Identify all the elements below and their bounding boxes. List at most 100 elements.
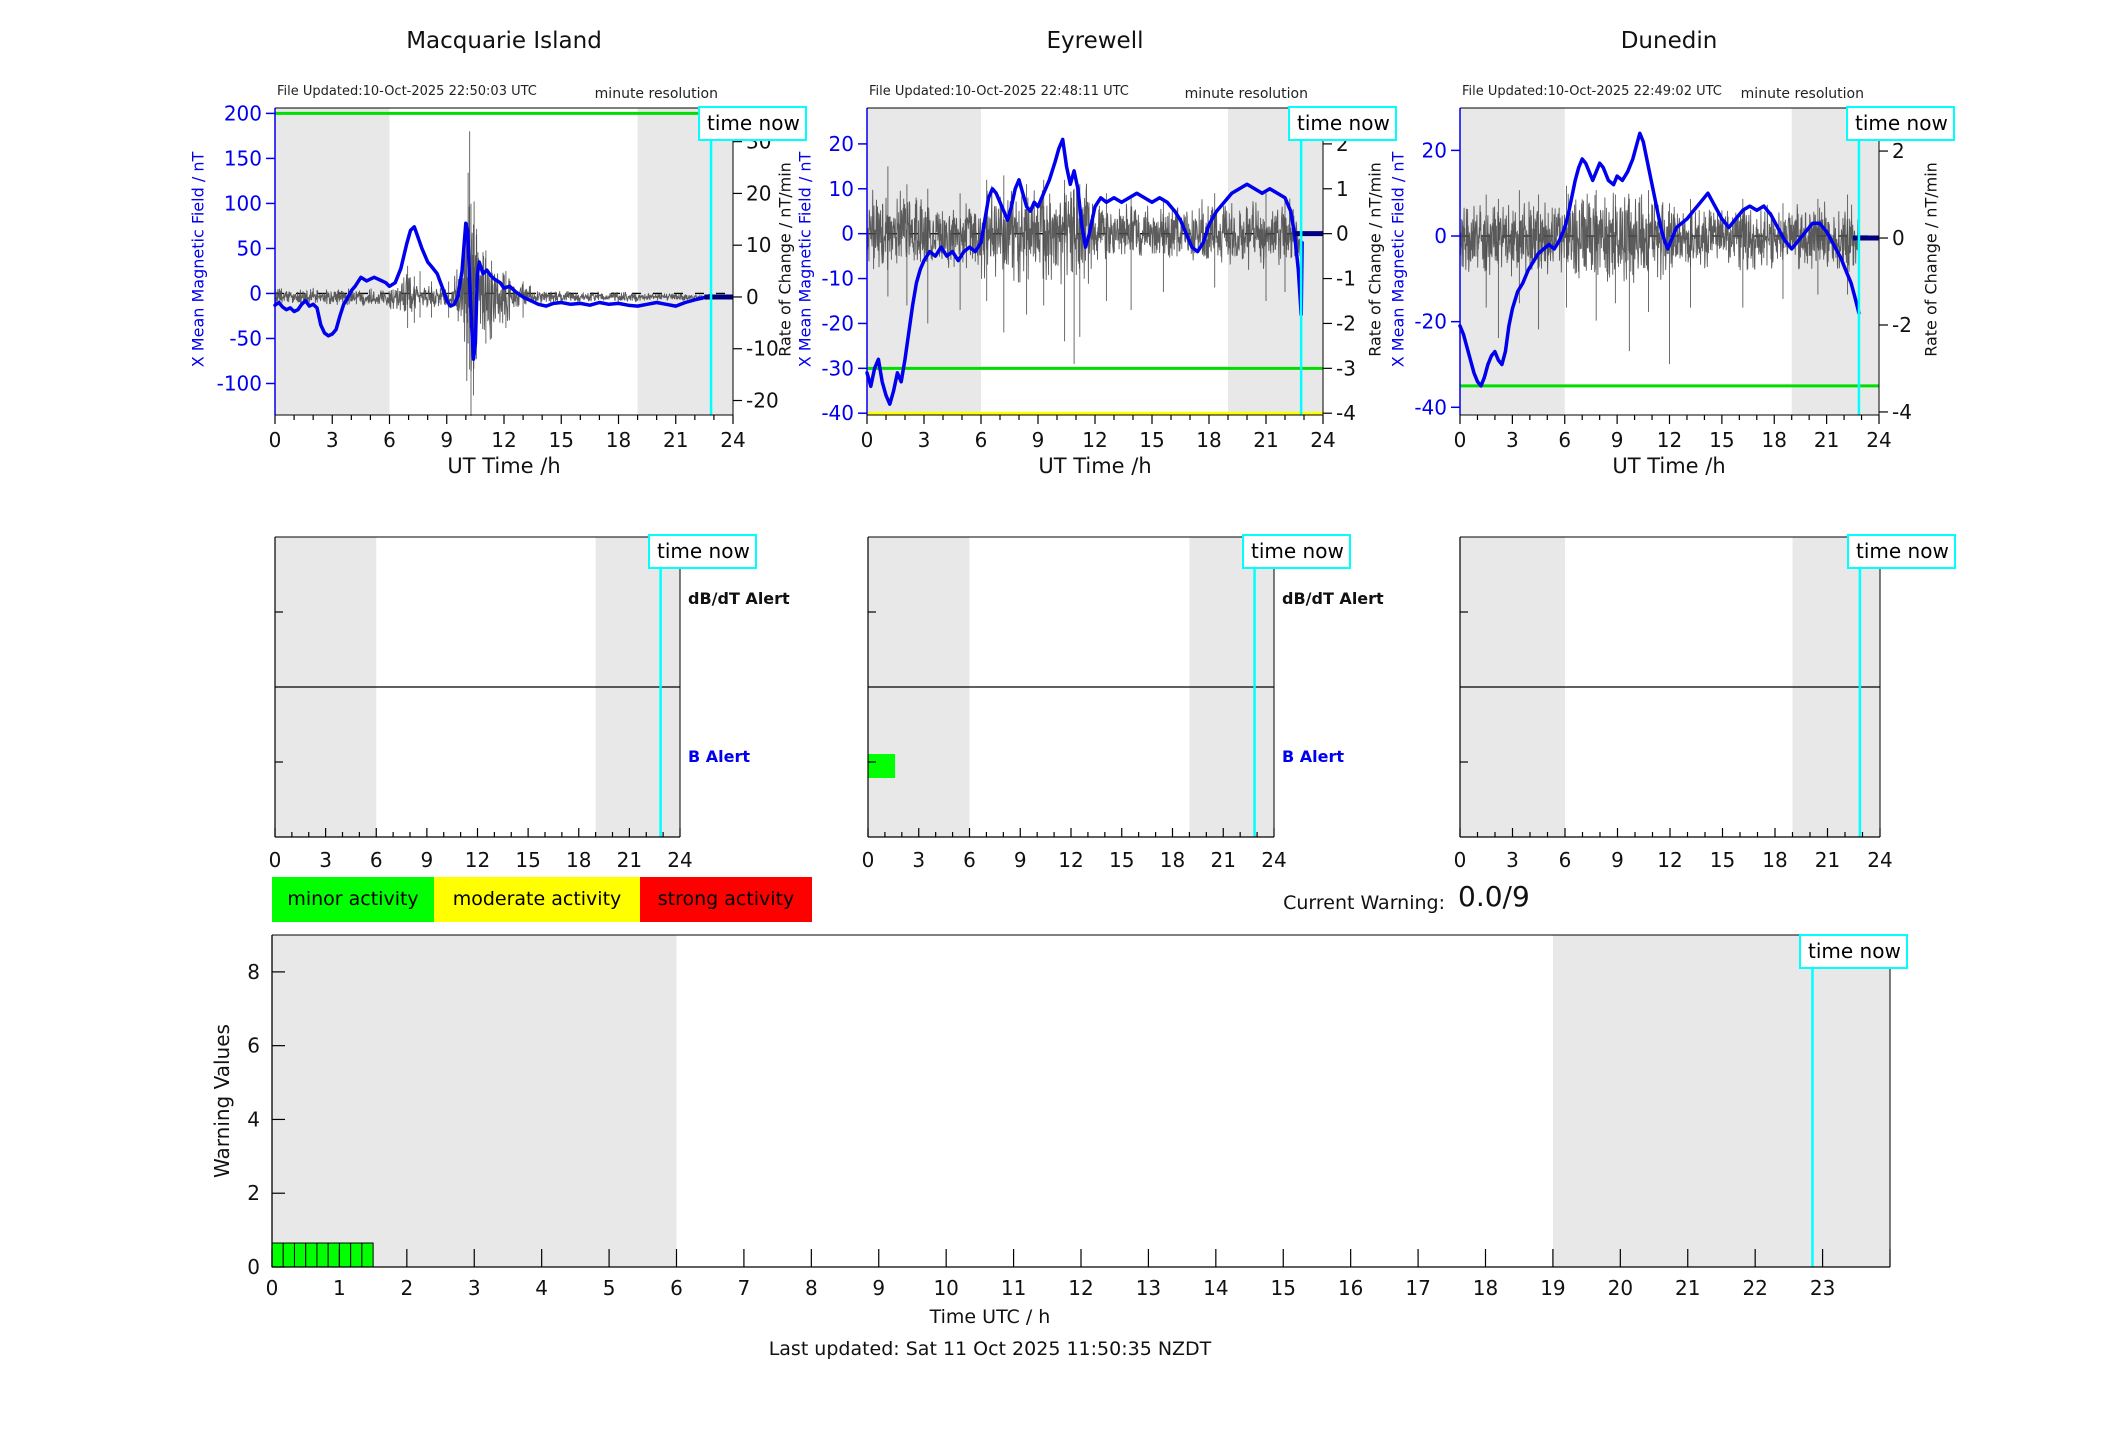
svg-text:6: 6 — [963, 848, 976, 872]
svg-text:12: 12 — [491, 428, 516, 452]
svg-text:12: 12 — [1082, 428, 1107, 452]
svg-text:6: 6 — [670, 1276, 683, 1300]
svg-text:200: 200 — [224, 101, 262, 125]
svg-text:15: 15 — [1109, 848, 1134, 872]
svg-text:4: 4 — [535, 1276, 548, 1300]
svg-text:20: 20 — [1422, 138, 1447, 162]
svg-text:16: 16 — [1338, 1276, 1363, 1300]
left-y-axis-label: X Mean Magnetic Field / nT — [1388, 151, 1408, 368]
svg-text:-2: -2 — [1892, 313, 1912, 337]
minute-resolution-label: minute resolution — [594, 86, 718, 102]
svg-text:7: 7 — [738, 1276, 751, 1300]
svg-text:18: 18 — [566, 848, 591, 872]
svg-text:-20: -20 — [746, 389, 779, 413]
svg-text:0: 0 — [247, 1255, 260, 1279]
svg-text:9: 9 — [1611, 848, 1624, 872]
svg-text:15: 15 — [549, 428, 574, 452]
svg-text:0: 0 — [861, 428, 874, 452]
time-now-badge: time now — [698, 106, 807, 141]
svg-text:2: 2 — [1892, 139, 1905, 163]
b-alert-label: B Alert — [688, 747, 751, 766]
svg-text:18: 18 — [1762, 428, 1787, 452]
svg-text:-20: -20 — [821, 311, 854, 335]
svg-text:21: 21 — [1814, 428, 1839, 452]
svg-text:8: 8 — [247, 960, 260, 984]
dbdt-alert-label: dB/dT Alert — [688, 589, 790, 608]
svg-text:14: 14 — [1203, 1276, 1228, 1300]
file-updated-macquarie: File Updated:10-Oct-2025 22:50:03 UTC — [277, 84, 537, 99]
svg-text:21: 21 — [1211, 848, 1236, 872]
svg-text:21: 21 — [1675, 1276, 1700, 1300]
svg-text:0: 0 — [1892, 226, 1905, 250]
svg-text:6: 6 — [247, 1034, 260, 1058]
time-now-badge: time now — [648, 534, 757, 569]
svg-text:3: 3 — [912, 848, 925, 872]
last-updated-text: Last updated: Sat 11 Oct 2025 11:50:35 N… — [768, 1338, 1212, 1360]
svg-text:9: 9 — [1611, 428, 1624, 452]
current-warning-value: 0.0/9 — [1458, 880, 1530, 913]
right-y-axis-label: Rate of Change / nT/min — [1921, 162, 1941, 357]
svg-text:-4: -4 — [1336, 401, 1356, 425]
svg-text:9: 9 — [421, 848, 434, 872]
file-updated-dunedin: File Updated:10-Oct-2025 22:49:02 UTC — [1462, 84, 1722, 99]
svg-text:17: 17 — [1405, 1276, 1430, 1300]
svg-text:18: 18 — [1196, 428, 1221, 452]
time-now-badge: time now — [1799, 934, 1908, 969]
svg-text:12: 12 — [1657, 428, 1682, 452]
svg-text:3: 3 — [468, 1276, 481, 1300]
svg-text:18: 18 — [1160, 848, 1185, 872]
svg-text:24: 24 — [667, 848, 692, 872]
svg-text:15: 15 — [1709, 428, 1734, 452]
svg-text:20: 20 — [746, 181, 771, 205]
svg-text:8: 8 — [805, 1276, 818, 1300]
time-now-badge: time now — [1847, 534, 1956, 569]
time-now-badge: time now — [1846, 106, 1955, 141]
svg-text:100: 100 — [224, 191, 262, 215]
svg-text:9: 9 — [1014, 848, 1027, 872]
svg-text:-10: -10 — [821, 267, 854, 291]
station-title-eyrewell: Eyrewell — [1046, 28, 1144, 54]
svg-text:-20: -20 — [1414, 310, 1447, 334]
svg-text:11: 11 — [1001, 1276, 1026, 1300]
svg-text:21: 21 — [663, 428, 688, 452]
svg-text:1: 1 — [333, 1276, 346, 1300]
svg-text:0: 0 — [249, 281, 262, 305]
svg-text:10: 10 — [746, 233, 771, 257]
svg-text:-30: -30 — [821, 356, 854, 380]
svg-text:24: 24 — [1867, 848, 1892, 872]
svg-text:9: 9 — [440, 428, 453, 452]
time-utc-axis-label: Time UTC / h — [929, 1306, 1051, 1328]
svg-text:3: 3 — [326, 428, 339, 452]
svg-text:6: 6 — [370, 848, 383, 872]
svg-text:19: 19 — [1540, 1276, 1565, 1300]
svg-text:0: 0 — [746, 285, 759, 309]
svg-text:6: 6 — [383, 428, 396, 452]
svg-text:50: 50 — [237, 236, 262, 260]
legend-minor-activity: minor activity — [272, 877, 434, 922]
svg-text:10: 10 — [829, 177, 854, 201]
file-updated-eyrewell: File Updated:10-Oct-2025 22:48:11 UTC — [869, 84, 1129, 99]
svg-text:9: 9 — [872, 1276, 885, 1300]
svg-text:-3: -3 — [1336, 356, 1356, 380]
svg-text:-40: -40 — [1414, 395, 1447, 419]
svg-text:-40: -40 — [821, 401, 854, 425]
warning-values-axis-label: Warning Values — [210, 1024, 234, 1178]
current-warning-label: Current Warning: — [1283, 892, 1445, 914]
svg-text:24: 24 — [1866, 428, 1891, 452]
svg-text:24: 24 — [720, 428, 745, 452]
minute-resolution-label: minute resolution — [1740, 86, 1864, 102]
svg-text:4: 4 — [247, 1107, 260, 1131]
minute-resolution-label: minute resolution — [1184, 86, 1308, 102]
svg-text:24: 24 — [1261, 848, 1286, 872]
svg-text:3: 3 — [319, 848, 332, 872]
svg-text:-2: -2 — [1336, 311, 1356, 335]
svg-text:9: 9 — [1032, 428, 1045, 452]
svg-text:21: 21 — [1253, 428, 1278, 452]
svg-text:15: 15 — [1271, 1276, 1296, 1300]
svg-text:15: 15 — [1710, 848, 1735, 872]
svg-text:0: 0 — [266, 1276, 279, 1300]
station-title-macquarie: Macquarie Island — [406, 28, 602, 54]
svg-text:12: 12 — [1657, 848, 1682, 872]
